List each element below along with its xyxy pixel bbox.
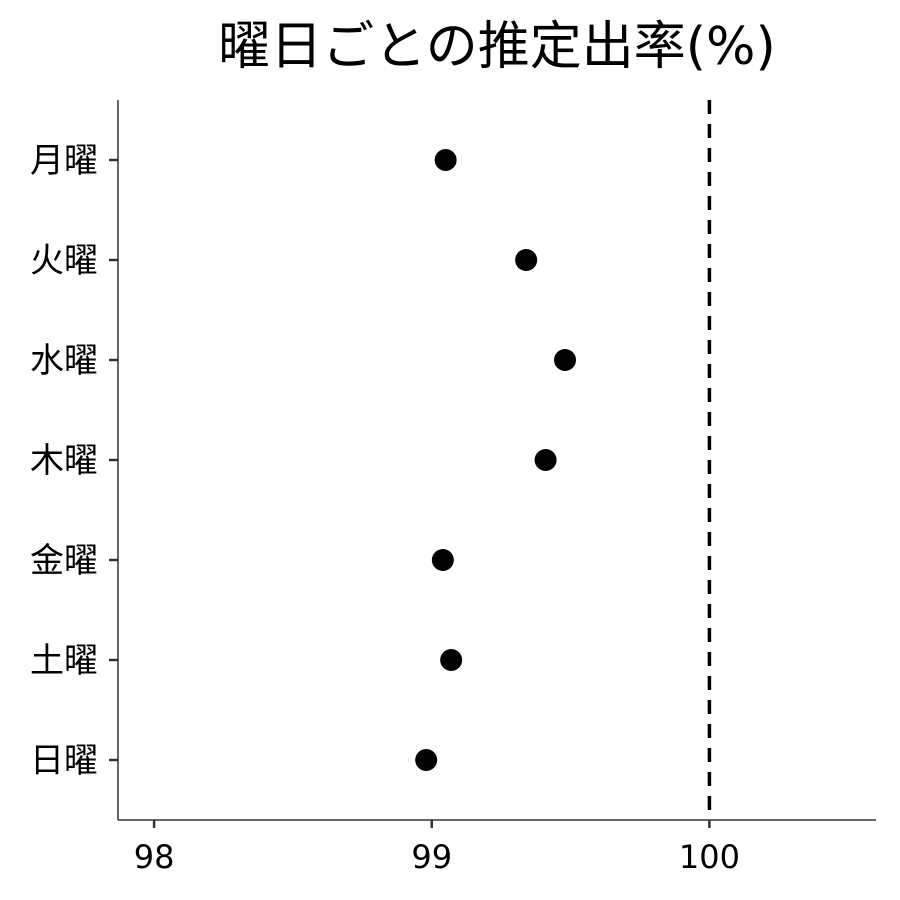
- data-point: [554, 349, 577, 371]
- x-tick-label: 99: [411, 838, 452, 876]
- data-point: [434, 149, 457, 171]
- y-tick-label: 火曜: [30, 241, 98, 281]
- x-tick-label: 100: [679, 838, 740, 876]
- data-point: [515, 249, 538, 271]
- x-tick-label: 98: [134, 838, 175, 876]
- y-tick-label: 日曜: [30, 741, 98, 781]
- y-tick-label: 木曜: [30, 441, 98, 481]
- data-point: [415, 749, 438, 771]
- y-tick-label: 月曜: [30, 141, 98, 181]
- data-point: [431, 549, 454, 571]
- y-tick-label: 水曜: [30, 341, 98, 381]
- y-tick-label: 土曜: [30, 641, 98, 681]
- chart-title: 曜日ごとの推定出率(%): [218, 17, 775, 77]
- data-point: [534, 449, 557, 471]
- y-tick-label: 金曜: [30, 541, 98, 581]
- data-point: [440, 649, 463, 671]
